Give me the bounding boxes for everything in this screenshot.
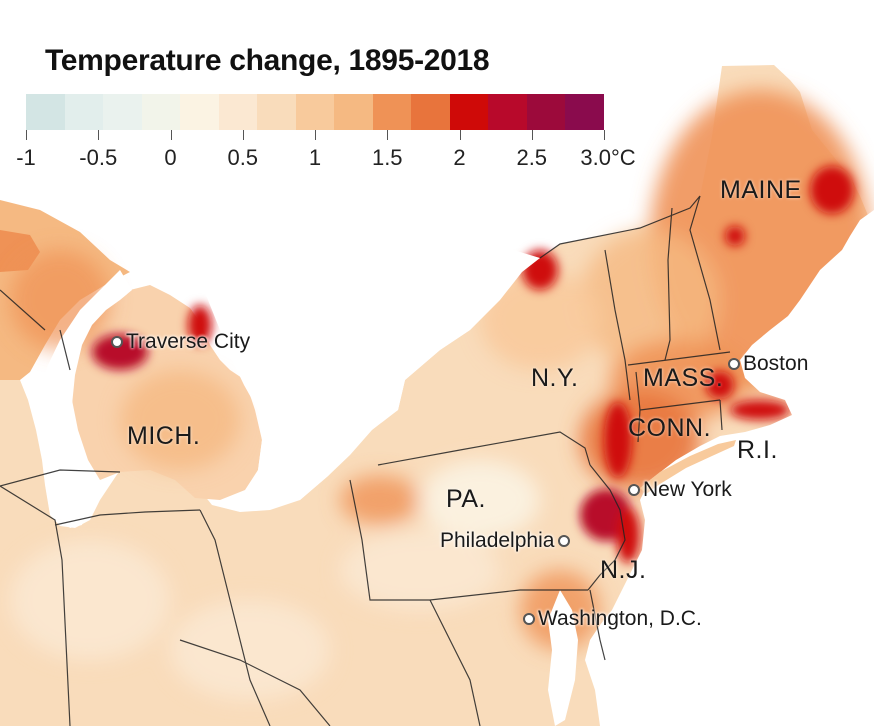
- legend-tick-label: 1.5: [371, 145, 403, 170]
- legend-tick-label: 0: [164, 145, 177, 170]
- legend-swatch: [141, 94, 181, 130]
- legend-swatch: [565, 94, 604, 130]
- city-philadelphia: Philadelphia: [440, 529, 571, 553]
- legend-swatch: [180, 94, 219, 130]
- legend-tick-label: 0.5: [227, 145, 259, 170]
- state-label-pennsylvania: PA.: [446, 485, 486, 513]
- city-label-new-york: New York: [643, 478, 732, 501]
- legend-swatch: [411, 94, 450, 130]
- temperature-shading: [10, 90, 870, 700]
- city-label-traverse-city: Traverse City: [126, 330, 251, 353]
- city-washington-dc: Washington, D.C.: [523, 607, 702, 631]
- legend-tick-mark: [531, 130, 533, 140]
- city-new-york: New York: [628, 478, 732, 502]
- legend-swatch: [64, 94, 104, 130]
- legend-swatch: [449, 94, 489, 130]
- legend-swatch: [218, 94, 258, 130]
- city-marker: [628, 484, 640, 496]
- city-label-boston: Boston: [743, 352, 809, 375]
- city-label-philadelphia: Philadelphia: [440, 529, 555, 552]
- legend-tick-label: 1: [308, 145, 322, 170]
- legend-swatch: [26, 94, 65, 130]
- city-boston: Boston: [728, 352, 808, 376]
- legend-swatch: [257, 94, 296, 130]
- state-label-massachusetts: MASS.: [643, 364, 724, 392]
- city-traverse-city: Traverse City: [111, 330, 250, 354]
- city-marker: [111, 336, 123, 348]
- legend-swatch: [295, 94, 335, 130]
- legend-swatch: [372, 94, 412, 130]
- legend-color-bar: [26, 94, 604, 130]
- legend-tick-label: 2: [453, 145, 466, 170]
- legend-swatch: [103, 94, 142, 130]
- hotspots: [92, 166, 854, 563]
- legend-swatch: [488, 94, 527, 130]
- legend-tick-mark: [315, 130, 316, 140]
- water: [38, 200, 874, 726]
- state-label-michigan: MICH.: [127, 422, 201, 450]
- legend-tick-label: -0.5: [79, 145, 118, 170]
- legend-tick-mark: [98, 130, 100, 140]
- legend-tick-mark: [604, 130, 605, 140]
- city-marker: [558, 535, 571, 547]
- state-label-new-york: N.Y.: [531, 364, 579, 392]
- color-legend: Temperature change, 1895-2018 -1 -0.5 0 0.5…: [0, 0, 650, 180]
- legend-tick-mark: [459, 130, 461, 140]
- state-label-maine: MAINE: [720, 176, 802, 204]
- legend-tick-label: -1: [16, 145, 36, 170]
- legend-ticks: -1 -0.5 0 0.5 1 1.5 2 2.5 3.0°C: [0, 130, 650, 178]
- legend-tick-mark: [242, 130, 244, 140]
- legend-tick-mark: [387, 130, 389, 140]
- state-label-rhode-island: R.I.: [737, 436, 778, 464]
- legend-swatch: [334, 94, 373, 130]
- legend-swatch: [526, 94, 566, 130]
- legend-tick-label: 2.5: [516, 145, 548, 170]
- legend-title: Temperature change, 1895-2018: [45, 44, 490, 77]
- city-marker: [728, 358, 740, 370]
- state-borders: [0, 195, 731, 726]
- state-label-connecticut: CONN.: [628, 414, 712, 442]
- state-label-new-jersey: N.J.: [600, 556, 647, 584]
- legend-tick-label: 3.0°C: [580, 145, 636, 170]
- city-label-washington-dc: Washington, D.C.: [538, 607, 702, 630]
- legend-tick-mark: [26, 130, 27, 140]
- legend-tick-mark: [170, 130, 172, 140]
- city-marker: [523, 613, 535, 625]
